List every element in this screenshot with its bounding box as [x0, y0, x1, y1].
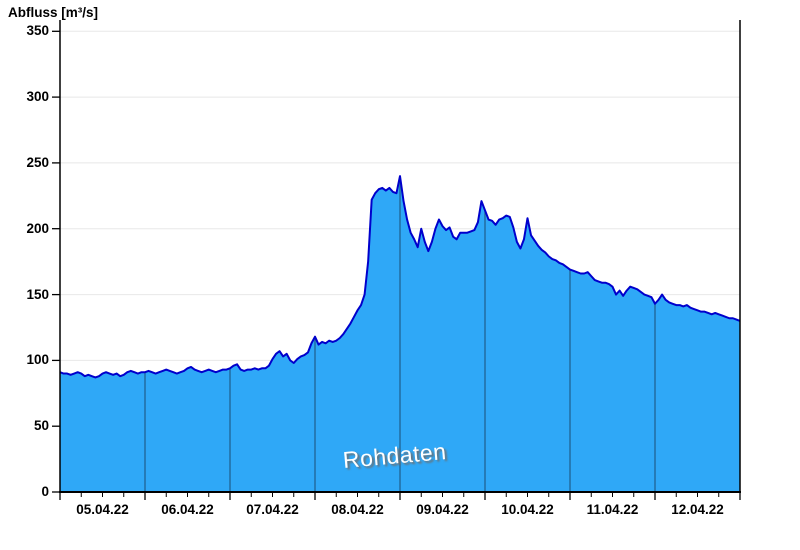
y-tick-label: 0 — [41, 484, 49, 499]
y-tick-label: 100 — [26, 352, 49, 368]
y-tick-label: 250 — [26, 154, 49, 170]
tick-marks — [52, 30, 741, 500]
x-tick-label: 11.04.22 — [586, 502, 639, 517]
chart-title: Abfluss [m³/s] — [8, 5, 99, 20]
y-tick-label: 50 — [33, 418, 49, 434]
x-tick-label: 09.04.22 — [416, 502, 469, 517]
y-tick-label: 200 — [26, 220, 49, 236]
y-tick-label: 350 — [26, 23, 49, 39]
x-tick-label: 08.04.22 — [331, 502, 384, 517]
y-tick-label: 150 — [26, 286, 49, 302]
y-tick-label: 300 — [26, 89, 49, 105]
x-tick-label: 05.04.22 — [76, 502, 129, 517]
x-tick-label: 10.04.22 — [501, 502, 554, 517]
x-tick-label: 07.04.22 — [246, 502, 299, 517]
x-tick-label: 12.04.22 — [671, 502, 724, 517]
discharge-line — [59, 175, 741, 379]
x-tick-label: 06.04.22 — [161, 502, 214, 517]
